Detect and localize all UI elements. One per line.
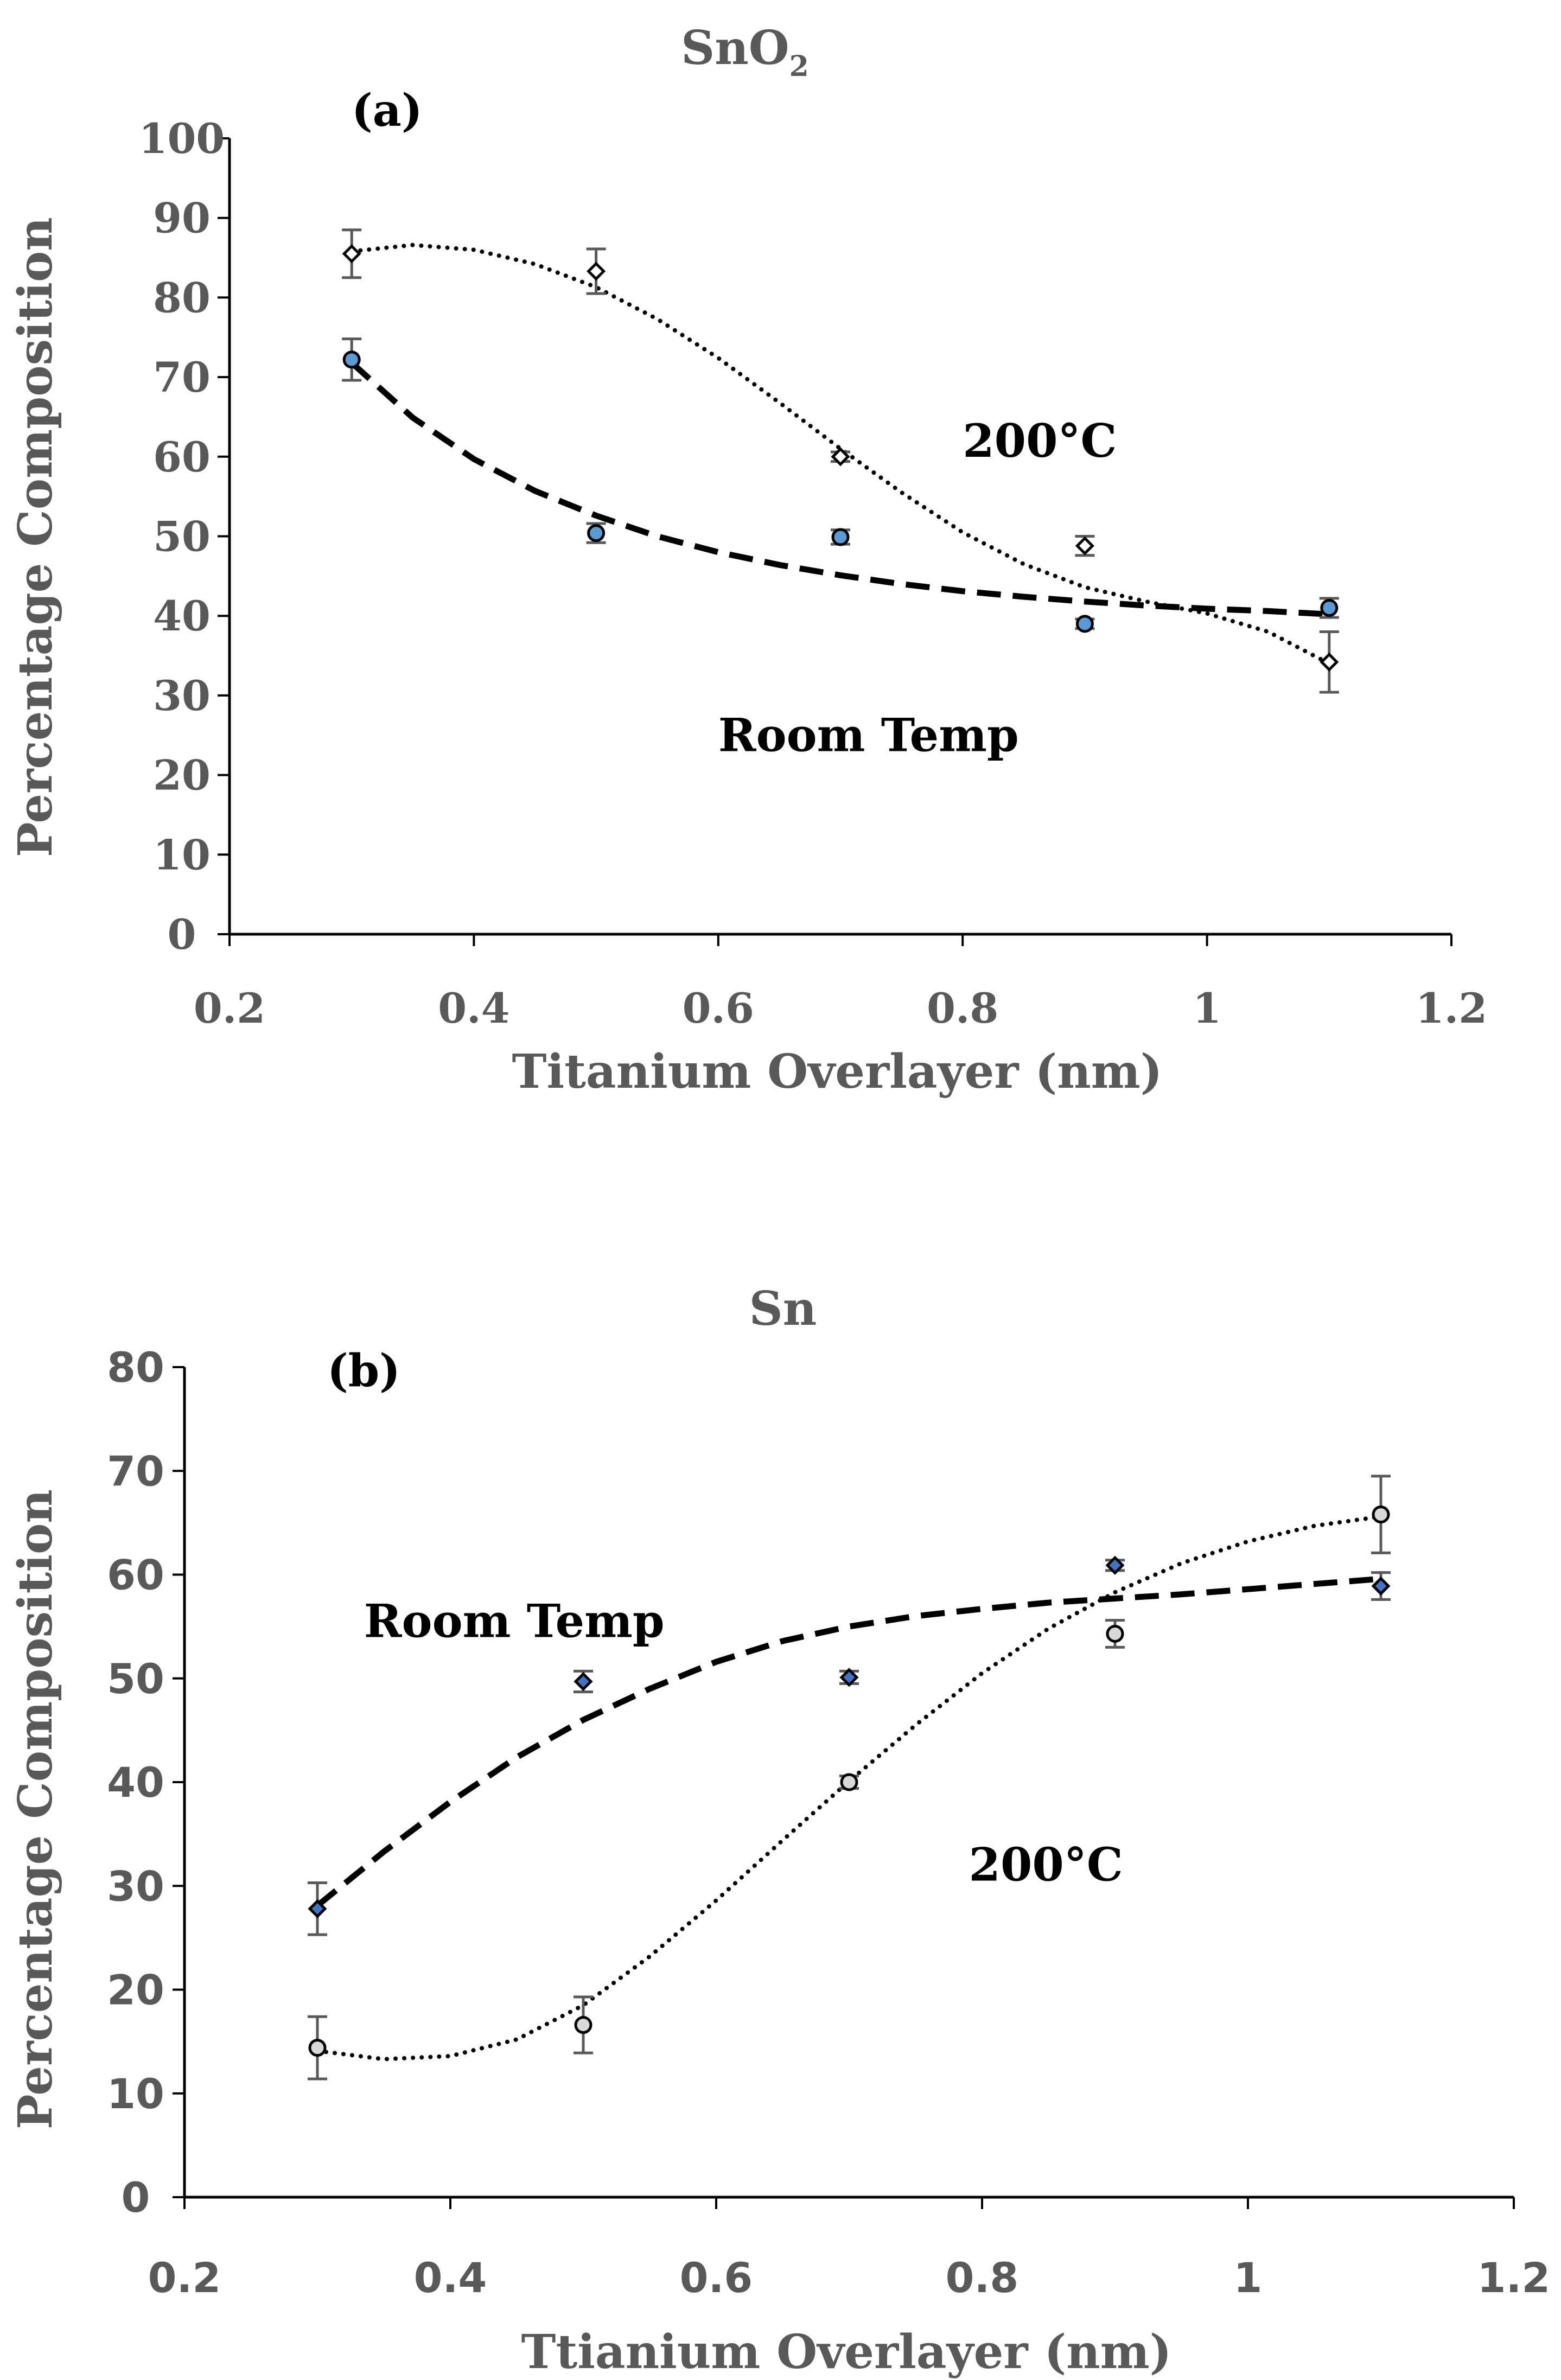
chart-a-title: SnO2 <box>681 21 809 83</box>
chart-b-panel-label: (b) <box>327 1345 400 1397</box>
y-tick-label: 20 <box>107 1966 164 2014</box>
y-tick-label: 20 <box>153 751 211 800</box>
chart-panel-b: Sn (b) Percentage Composition Ttianium O… <box>8 1281 1550 2379</box>
data-point-200c <box>1106 1625 1124 1643</box>
data-point-200c <box>574 2016 592 2034</box>
x-tick-label: 0.2 <box>194 984 265 1032</box>
y-tick-label: 0 <box>168 910 196 959</box>
data-point-200c <box>831 447 850 467</box>
chart-a-xlabel: Titanium Overlayer (nm) <box>512 1044 1163 1099</box>
y-tick-label: 50 <box>107 1655 164 1703</box>
y-tick-label: 30 <box>107 1862 164 1910</box>
data-point-200c <box>342 244 361 264</box>
data-point-room-temp <box>839 1668 859 1687</box>
x-tick-label: 0.8 <box>927 984 998 1032</box>
y-tick-label: 60 <box>153 433 211 481</box>
y-tick-label: 50 <box>153 513 211 561</box>
chart-b-annotation-room-temp: Room Temp <box>364 1594 665 1648</box>
x-tick-label: 1 <box>1193 984 1221 1032</box>
y-tick-label: 40 <box>107 1758 164 1807</box>
data-point-200c <box>1372 1505 1390 1524</box>
data-point-room-temp <box>1371 1577 1391 1596</box>
y-tick-label: 70 <box>107 1447 164 1495</box>
chart-a-annotation-room-temp: Room Temp <box>718 709 1019 762</box>
data-point-room-temp <box>587 524 606 543</box>
data-point-200c <box>1320 652 1339 672</box>
data-point-room-temp <box>1075 615 1094 633</box>
chart-a-x-ticks: 0.2 0.4 0.6 0.8 1 1.2 <box>194 934 1487 1032</box>
y-tick-label: 60 <box>107 1551 164 1599</box>
chart-b-trendlines <box>315 1514 1383 2062</box>
x-tick-label: 0.4 <box>414 2254 487 2302</box>
y-tick-label: 90 <box>153 194 211 243</box>
chart-b-title: Sn <box>749 1281 817 1336</box>
chart-b-y-ticks: 0 10 20 30 40 50 60 70 80 <box>107 1343 184 2222</box>
trendline-200c <box>315 1514 1383 2062</box>
x-tick-label: 0.2 <box>148 2254 221 2302</box>
y-tick-label: 80 <box>107 1343 164 1392</box>
y-tick-label: 100 <box>139 114 225 163</box>
data-point-room-temp <box>1105 1555 1125 1575</box>
data-point-200c <box>1075 536 1094 556</box>
data-point-room-temp <box>342 350 361 369</box>
chart-a-ylabel: Percentage Composition <box>8 217 63 857</box>
chart-a-trendlines <box>349 243 1331 666</box>
x-tick-label: 0.8 <box>946 2254 1019 2302</box>
x-tick-label: 1.2 <box>1477 2254 1551 2302</box>
x-tick-label: 0.6 <box>683 984 754 1032</box>
y-tick-label: 0 <box>122 2173 150 2222</box>
data-point-200c <box>587 261 606 281</box>
chart-panel-a: SnO2 (a) Percentage Composition Titanium… <box>8 21 1487 1099</box>
data-point-room-temp <box>831 528 850 546</box>
x-tick-label: 1 <box>1234 2254 1263 2302</box>
data-point-room-temp <box>308 1899 327 1918</box>
chart-b-data-points <box>308 1505 1391 2057</box>
y-tick-label: 10 <box>153 831 211 879</box>
y-tick-label: 70 <box>153 353 211 401</box>
data-point-room-temp <box>1320 599 1339 617</box>
chart-b-ylabel: Percentage Composition <box>8 1489 63 2129</box>
trendline-room-temp <box>315 1575 1381 1908</box>
chart-b-xlabel: Ttianium Overlayer (nm) <box>521 2325 1172 2379</box>
y-tick-label: 80 <box>153 273 211 322</box>
chart-a-annotation-200c: 200°C <box>963 414 1117 468</box>
chart-a-data-points <box>342 244 1339 672</box>
chart-b-x-ticks: 0.2 0.4 0.6 0.8 1 1.2 <box>148 2197 1551 2302</box>
chart-b-annotation-200c: 200°C <box>969 1838 1123 1892</box>
x-tick-label: 0.6 <box>680 2254 753 2302</box>
data-point-200c <box>840 1773 858 1791</box>
data-point-200c <box>308 2039 327 2057</box>
x-tick-label: 0.4 <box>438 984 509 1032</box>
chart-a-y-ticks: 0 10 20 30 40 50 60 70 80 90 100 <box>139 114 230 959</box>
chart-a-panel-label: (a) <box>352 85 423 137</box>
trendline-room-temp <box>349 360 1330 617</box>
y-tick-label: 10 <box>107 2070 164 2118</box>
x-tick-label: 1.2 <box>1416 984 1487 1032</box>
y-tick-label: 30 <box>153 672 211 720</box>
y-tick-label: 40 <box>153 592 211 640</box>
data-point-room-temp <box>574 1671 593 1692</box>
